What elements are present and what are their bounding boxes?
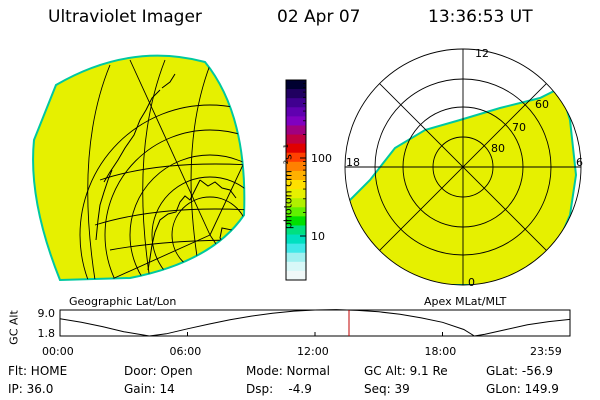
colorbar-swatch xyxy=(286,161,306,172)
mlat-label-60: 60 xyxy=(535,98,549,111)
colorbar-swatch xyxy=(286,216,306,226)
mlt-label-0: 0 xyxy=(468,276,475,289)
chart-ytick-label: 1.8 xyxy=(38,327,56,340)
chart-xtick-label: 06:00 xyxy=(169,345,202,358)
chart-xtick-label: 18:00 xyxy=(424,345,457,358)
gc-alt-line xyxy=(59,309,571,337)
colorbar-swatch xyxy=(286,225,306,236)
geo-map-label: Geographic Lat/Lon xyxy=(69,295,177,308)
colorbar-swatch xyxy=(286,180,306,190)
status-seq: Seq: 39 xyxy=(364,382,410,396)
mlt-label-18: 18 xyxy=(346,156,360,169)
chart-xtick-label: 12:00 xyxy=(297,345,329,358)
chart-ytick-label: 9.0 xyxy=(38,307,56,320)
colorbar-tick-label: 10 xyxy=(311,230,325,243)
instrument-title: Ultraviolet Imager xyxy=(48,7,202,27)
colorbar-swatch xyxy=(286,243,306,254)
colorbar-swatch xyxy=(286,170,306,181)
status-flt: Flt: HOME xyxy=(8,364,68,378)
chart-xtick-label: 00:00 xyxy=(42,345,74,358)
status-mode: Mode: Normal xyxy=(246,364,330,378)
date-label: 02 Apr 07 xyxy=(277,7,361,27)
colorbar-swatch xyxy=(286,261,306,272)
colorbar-swatch xyxy=(286,234,306,245)
mlt-label-6: 6 xyxy=(576,156,583,169)
colorbar-swatch xyxy=(286,89,306,99)
colorbar-swatch xyxy=(286,116,306,126)
status-glat: GLat: -56.9 xyxy=(486,364,553,378)
chart-ylabel: GC Alt xyxy=(7,310,21,345)
chart-xtick-label: 23:59 xyxy=(530,345,562,358)
status-door: Door: Open xyxy=(124,364,193,378)
status-dsp: Dsp: -4.9 xyxy=(246,382,312,396)
time-label: 13:36:53 UT xyxy=(428,7,533,27)
colorbar-tick-label: 100 xyxy=(311,152,332,165)
polar-grid xyxy=(344,48,582,286)
colorbar: 100 10 xyxy=(285,79,332,281)
colorbar-swatch xyxy=(286,189,306,199)
status-gc-alt: GC Alt: 9.1 Re xyxy=(364,364,448,378)
mlat-label-70: 70 xyxy=(512,121,526,134)
colorbar-swatch xyxy=(286,270,306,281)
colorbar-swatch xyxy=(286,125,306,136)
status-glon: GLon: 149.9 xyxy=(486,382,559,396)
mlat-label-80: 80 xyxy=(491,142,505,155)
colorbar-swatch xyxy=(286,152,306,163)
colorbar-swatch xyxy=(286,80,306,90)
colorbar-swatch xyxy=(286,252,306,263)
colorbar-swatch xyxy=(286,107,306,117)
gc-alt-chart: 9.0 1.8 xyxy=(38,307,571,340)
colorbar-swatch xyxy=(286,98,306,108)
colorbar-swatch xyxy=(286,207,306,217)
status-ip: IP: 36.0 xyxy=(8,382,54,396)
colorbar-swatch xyxy=(286,198,306,208)
colorbar-swatch xyxy=(286,134,306,145)
polar-map-label: Apex MLat/MLT xyxy=(424,295,507,308)
coastlines xyxy=(95,73,237,271)
geo-image-fill xyxy=(32,54,246,282)
colorbar-frame xyxy=(285,79,307,281)
mlt-label-12: 12 xyxy=(475,47,489,60)
colorbar-swatch xyxy=(286,143,306,154)
status-gain: Gain: 14 xyxy=(124,382,175,396)
